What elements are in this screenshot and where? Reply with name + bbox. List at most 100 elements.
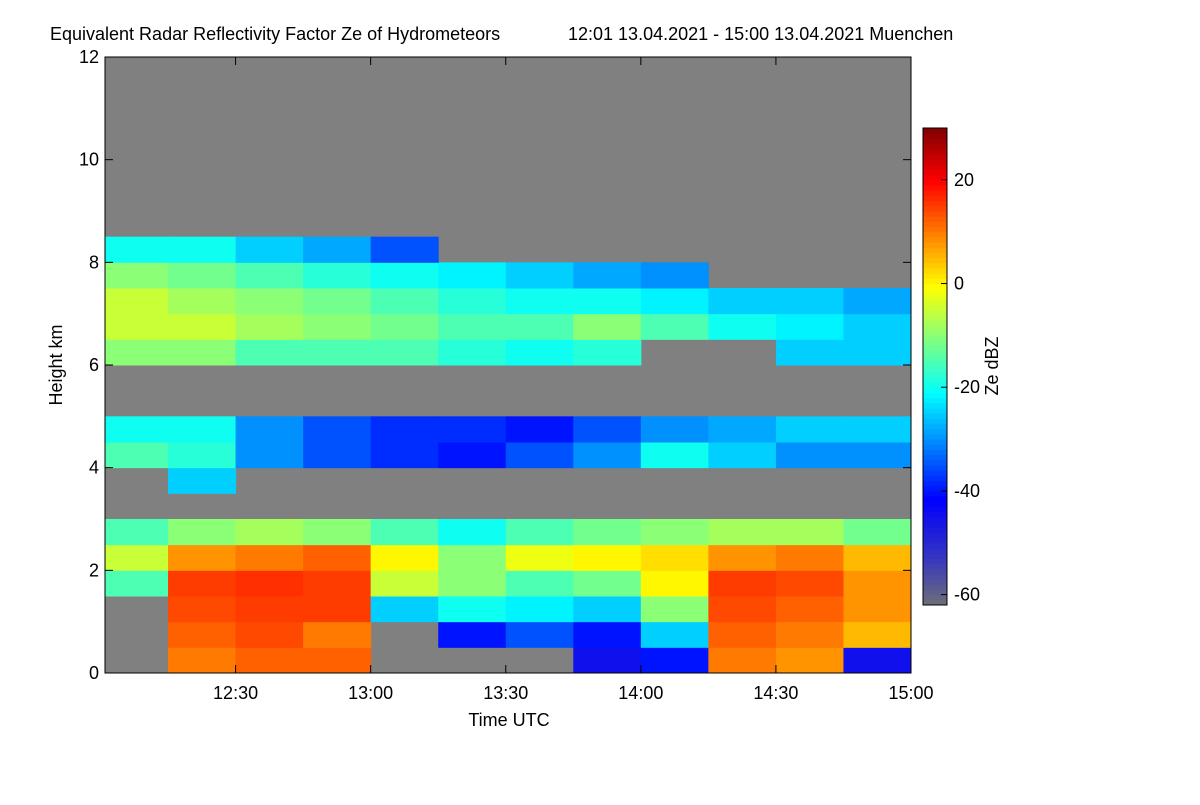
colorbar-segment [923, 547, 947, 554]
heatmap-cell [775, 621, 844, 648]
heatmap-cell [105, 570, 169, 597]
heatmap-cell [708, 313, 777, 340]
colorbar-tick-label: -40 [954, 481, 980, 501]
colorbar-segment [923, 397, 947, 404]
x-tick-label: 14:30 [753, 683, 798, 703]
colorbar-segment [923, 558, 947, 565]
heatmap-cell [235, 621, 304, 648]
heatmap-cell [303, 544, 372, 571]
heatmap-cell [843, 416, 912, 443]
y-tick-label: 4 [89, 458, 99, 478]
heatmap-cell [235, 570, 304, 597]
heatmap-cell [438, 339, 507, 366]
colorbar-segment [923, 382, 947, 388]
colorbar-segment [923, 288, 947, 295]
colorbar-segment [923, 210, 947, 217]
heatmap-cell [370, 262, 439, 289]
heatmap-cell [640, 262, 709, 289]
chart-title: Equivalent Radar Reflectivity Factor Ze … [50, 24, 500, 44]
heatmap-cell [235, 339, 304, 366]
heatmap-cell [235, 236, 304, 263]
colorbar-segment [923, 283, 947, 290]
heatmap-cell [775, 519, 844, 546]
colorbar-segment [923, 589, 947, 596]
colorbar-segment [923, 522, 947, 528]
heatmap-cell [168, 313, 237, 340]
heatmap-cell [105, 288, 169, 315]
colorbar-segment [923, 195, 947, 202]
heatmap-cell [505, 570, 574, 597]
heatmap-cell [843, 519, 912, 546]
heatmap-cell [573, 313, 642, 340]
heatmap-cell [573, 544, 642, 571]
colorbar-segment [923, 563, 947, 570]
colorbar-segment [923, 459, 947, 466]
colorbar-segment [923, 299, 947, 305]
heatmap-cell [640, 442, 709, 469]
colorbar-segment [923, 159, 947, 165]
x-tick-label: 15:00 [888, 683, 933, 703]
heatmap-cell [370, 288, 439, 315]
colorbar-segment [923, 444, 947, 450]
heatmap-cell [640, 544, 709, 571]
heatmap-cell [438, 570, 507, 597]
colorbar-segment [923, 221, 947, 228]
heatmap-cell [303, 442, 372, 469]
heatmap-cell [843, 647, 912, 674]
colorbar-segment [923, 553, 947, 559]
heatmap-cell [708, 416, 777, 443]
heatmap-cell [168, 647, 237, 674]
colorbar-segment [923, 128, 947, 134]
colorbar-segment [923, 340, 947, 347]
heatmap-cell [235, 313, 304, 340]
heatmap-cell [303, 313, 372, 340]
colorbar-segment [923, 418, 947, 425]
heatmap-cell [505, 313, 574, 340]
heatmap-cell [573, 339, 642, 366]
heatmap-cell [168, 544, 237, 571]
heatmap-cell [843, 570, 912, 597]
heatmap-cell [370, 596, 439, 623]
heatmap-cell [303, 339, 372, 366]
colorbar-segment [923, 247, 947, 253]
heatmap-cell [640, 416, 709, 443]
heatmap-cell [168, 236, 237, 263]
heatmap-cell [168, 621, 237, 648]
heatmap-cell [573, 416, 642, 443]
chart-subtitle: 12:01 13.04.2021 - 15:00 13.04.2021 Muen… [568, 24, 953, 44]
colorbar-segment [923, 428, 947, 435]
heatmap-cell [708, 570, 777, 597]
heatmap-cell [708, 442, 777, 469]
heatmap-cell [640, 570, 709, 597]
heatmap-cell [105, 262, 169, 289]
colorbar-segment [923, 226, 947, 233]
colorbar-segment [923, 267, 947, 274]
heatmap-cell [843, 596, 912, 623]
heatmap-cell [303, 647, 372, 674]
heatmap-cell [438, 596, 507, 623]
heatmap-cell [168, 570, 237, 597]
y-tick-label: 0 [89, 663, 99, 683]
colorbar-segment [923, 475, 947, 482]
colorbar-segment [923, 345, 947, 352]
heatmap-cell [105, 442, 169, 469]
heatmap-cell [708, 621, 777, 648]
x-tick-label: 13:00 [348, 683, 393, 703]
heatmap-cell [573, 596, 642, 623]
heatmap-cell [303, 288, 372, 315]
heatmap-cell [573, 262, 642, 289]
colorbar-segment [923, 309, 947, 316]
colorbar-segment [923, 490, 947, 497]
heatmap-cell [573, 519, 642, 546]
heatmap-cell [235, 442, 304, 469]
colorbar-segment [923, 387, 947, 393]
colorbar-segment [923, 350, 947, 357]
colorbar-segment [923, 392, 947, 399]
colorbar-tick-label: 20 [954, 170, 974, 190]
heatmap-cell [640, 621, 709, 648]
colorbar-segment [923, 148, 947, 155]
heatmap-cell [438, 288, 507, 315]
colorbar-segment [923, 371, 947, 378]
heatmap-cell [438, 544, 507, 571]
